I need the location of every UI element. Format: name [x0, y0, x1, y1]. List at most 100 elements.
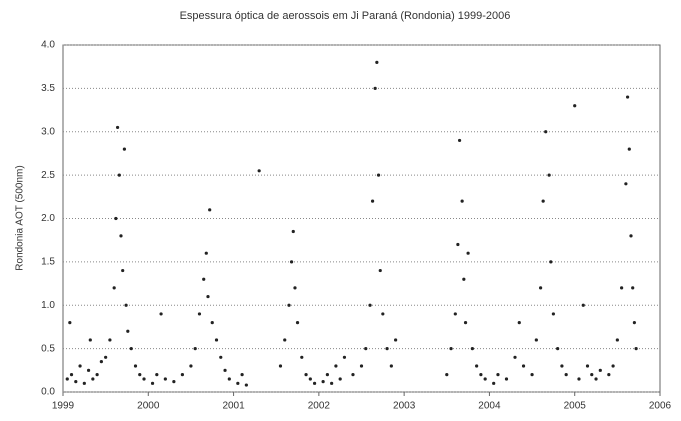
data-point — [86, 368, 91, 372]
y-tick-label: 1.5 — [41, 257, 55, 268]
data-point — [504, 377, 509, 381]
data-point — [625, 95, 630, 99]
data-point — [634, 347, 638, 351]
data-point — [227, 377, 231, 381]
data-point — [460, 199, 464, 203]
data-point — [513, 355, 517, 359]
data-point — [291, 229, 295, 234]
y-tick-label: 2.0 — [41, 213, 55, 224]
data-point — [163, 377, 167, 381]
x-tick-label: 2003 — [393, 401, 416, 412]
data-point — [541, 199, 545, 203]
data-point — [193, 347, 197, 351]
data-point — [142, 377, 146, 381]
data-point — [334, 364, 338, 368]
data-point — [370, 199, 375, 203]
data-point — [210, 321, 214, 325]
data-point — [544, 130, 548, 134]
chart-title: Espessura óptica de aerossois em Ji Para… — [180, 10, 511, 22]
data-point — [629, 234, 633, 238]
data-point — [114, 216, 118, 221]
data-point — [159, 312, 163, 316]
data-point — [208, 208, 212, 212]
data-point — [445, 373, 449, 377]
data-point — [359, 364, 364, 368]
data-point — [223, 368, 227, 372]
data-point — [624, 182, 628, 186]
data-point — [496, 373, 500, 377]
data-point — [257, 169, 261, 173]
data-point — [351, 373, 355, 377]
data-point — [197, 312, 202, 316]
data-point — [551, 312, 555, 316]
data-point — [206, 294, 210, 299]
y-axis-label: Rondonia AOT (500nm) — [15, 165, 26, 270]
data-point — [214, 338, 219, 342]
data-point — [117, 173, 121, 177]
y-tick-label: 0.0 — [41, 387, 55, 398]
data-point — [556, 347, 560, 351]
data-point — [287, 303, 291, 307]
data-point — [124, 303, 128, 307]
y-tick-label: 2.5 — [41, 170, 55, 181]
data-point — [308, 377, 312, 381]
x-tick-label: 2002 — [308, 401, 331, 412]
data-point — [385, 347, 389, 351]
data-point — [289, 260, 294, 264]
data-point — [631, 286, 635, 290]
data-point — [607, 373, 611, 377]
data-point — [68, 321, 72, 325]
data-point — [549, 260, 553, 264]
data-point — [462, 277, 466, 281]
data-point — [547, 173, 551, 177]
data-point — [189, 364, 193, 368]
data-point — [479, 373, 483, 377]
data-point — [95, 373, 99, 377]
data-point — [338, 377, 342, 381]
data-point — [204, 251, 208, 255]
data-point — [394, 338, 398, 342]
data-point — [521, 364, 526, 368]
data-point — [236, 381, 240, 385]
data-point — [129, 347, 133, 351]
y-tick-label: 0.5 — [41, 343, 55, 354]
data-point — [91, 377, 95, 381]
x-tick-label: 2000 — [137, 401, 160, 412]
data-point — [126, 329, 130, 333]
data-point — [69, 373, 74, 377]
data-point — [615, 338, 619, 342]
y-tick-label: 3.0 — [41, 126, 55, 137]
data-point — [453, 312, 457, 316]
data-point — [295, 321, 300, 325]
data-point — [115, 125, 120, 130]
data-point — [457, 138, 462, 143]
data-point — [470, 347, 474, 351]
data-point — [376, 173, 381, 177]
data-point — [82, 381, 86, 385]
data-point — [594, 377, 598, 381]
y-tick-label: 1.0 — [41, 300, 55, 311]
x-tick-label: 2005 — [564, 401, 587, 412]
data-point — [321, 379, 325, 384]
data-point — [560, 364, 564, 368]
data-point — [112, 286, 116, 290]
data-point — [240, 373, 244, 377]
data-point — [293, 286, 297, 290]
data-point — [632, 321, 637, 325]
data-point — [449, 347, 453, 351]
data-point — [78, 364, 82, 368]
data-point — [122, 147, 127, 151]
data-point — [325, 373, 329, 377]
data-point — [381, 312, 385, 316]
data-point — [278, 364, 283, 368]
data-point — [573, 104, 577, 108]
data-point — [202, 277, 206, 281]
data-point — [564, 373, 568, 377]
x-tick-label: 2006 — [649, 401, 672, 412]
data-point — [283, 338, 287, 342]
data-point — [517, 321, 521, 325]
data-point — [492, 381, 496, 385]
data-point — [534, 338, 538, 342]
data-point — [74, 379, 78, 384]
